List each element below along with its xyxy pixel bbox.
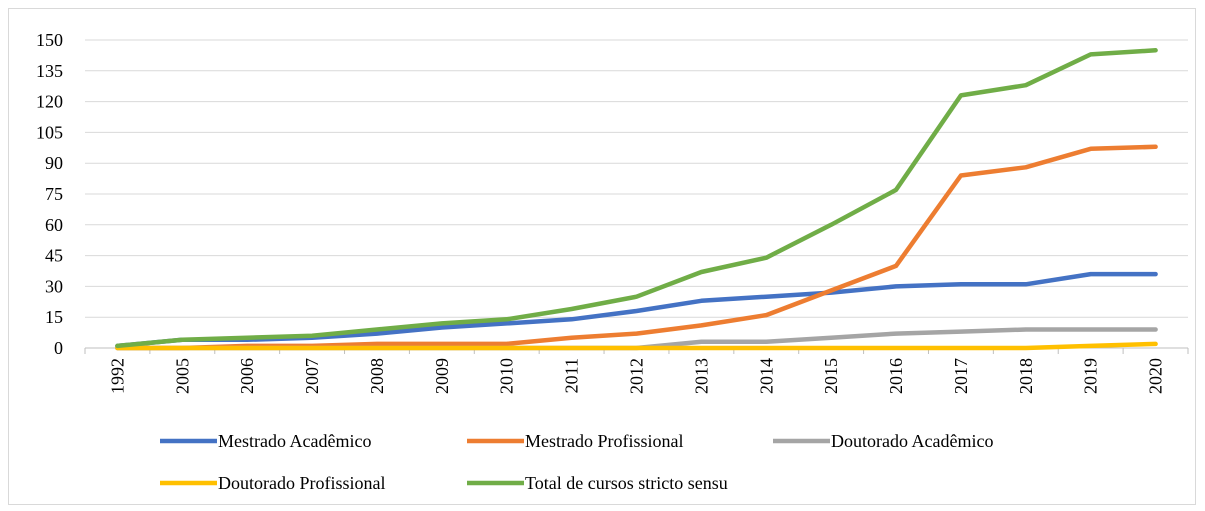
x-tick-label: 2012 [627,358,647,394]
x-axis-tick-labels: 1992 2005 2006 2007 2008 2009 2010 2011 2012 2013… [107,358,1165,394]
x-tick-label: 2005 [172,358,192,394]
series-line [115,341,1158,351]
x-tick-label: 2006 [237,358,257,394]
y-tick-label: 75 [45,184,63,204]
series-line [115,144,1158,351]
x-tick-label: 2020 [1146,358,1166,394]
legend-label: Doutorado Profissional [218,473,385,493]
legend-item: Doutorado Profissional [160,473,385,493]
series-line [115,48,1158,349]
y-tick-label: 90 [45,153,63,173]
y-axis-tick-labels: 0 15 30 45 60 75 90 105 120 135 150 [36,30,63,358]
series-lines [115,48,1158,351]
x-tick-label: 2009 [432,358,452,394]
x-tick-label: 2010 [497,358,517,394]
x-tick-label: 2019 [1081,358,1101,394]
x-tick-label: 2015 [821,358,841,394]
y-tick-label: 30 [45,276,63,296]
legend-label: Total de cursos stricto sensu [525,473,728,493]
y-tick-label: 45 [45,246,63,266]
x-tick-label: 1992 [107,358,127,394]
legend-item: Mestrado Acadêmico [160,431,371,451]
y-tick-label: 0 [54,338,63,358]
x-tick-label: 2014 [756,358,776,394]
legend-item: Doutorado Acadêmico [773,431,993,451]
gridlines [85,39,1188,318]
x-tick-label: 2011 [562,358,582,393]
x-tick-label: 2016 [886,358,906,394]
legend-label: Mestrado Profissional [525,431,683,451]
y-tick-label: 120 [36,92,63,112]
legend-label: Doutorado Acadêmico [831,431,993,451]
y-tick-label: 15 [45,307,63,327]
y-tick-label: 150 [36,30,63,50]
legend-item: Mestrado Profissional [467,431,683,451]
x-tick-label: 2008 [367,358,387,394]
legend: Mestrado Acadêmico Mestrado Profissional D… [160,431,993,493]
x-tick-label: 2018 [1016,358,1036,394]
y-tick-label: 105 [36,122,63,142]
x-tick-label: 2017 [951,358,971,394]
legend-item: Total de cursos stricto sensu [467,473,728,493]
y-tick-label: 60 [45,215,63,235]
x-tick-label: 2007 [302,358,322,394]
x-tick-label: 2013 [691,358,711,394]
legend-label: Mestrado Acadêmico [218,431,371,451]
y-tick-label: 135 [36,61,63,81]
